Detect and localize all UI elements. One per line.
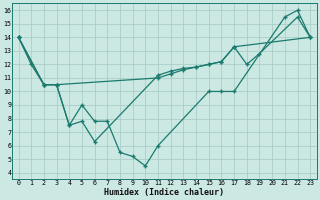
- X-axis label: Humidex (Indice chaleur): Humidex (Indice chaleur): [104, 188, 224, 197]
